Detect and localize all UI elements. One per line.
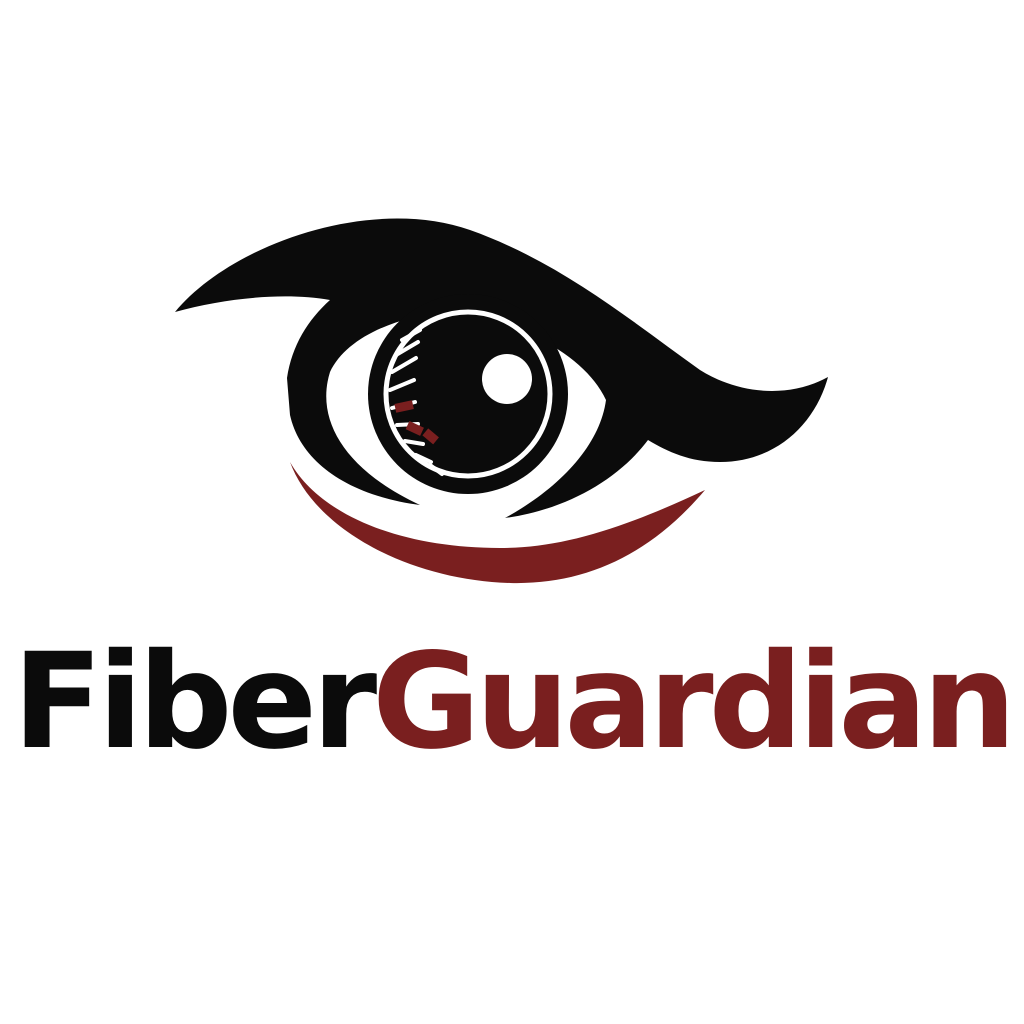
eye-lower-crescent (290, 462, 705, 584)
eye-iris (368, 294, 568, 494)
eye-iris-ring (383, 309, 553, 479)
brand-wordmark: FiberGuardian (0, 632, 1024, 772)
eye-upper-lid (175, 218, 828, 519)
brand-name-guardian: Guardian (372, 625, 1016, 779)
brand-name-fiber: Fiber (12, 625, 378, 779)
eye-red-accents (394, 400, 439, 445)
eye-fiber-strands (388, 328, 444, 476)
eye-highlight (482, 354, 532, 404)
